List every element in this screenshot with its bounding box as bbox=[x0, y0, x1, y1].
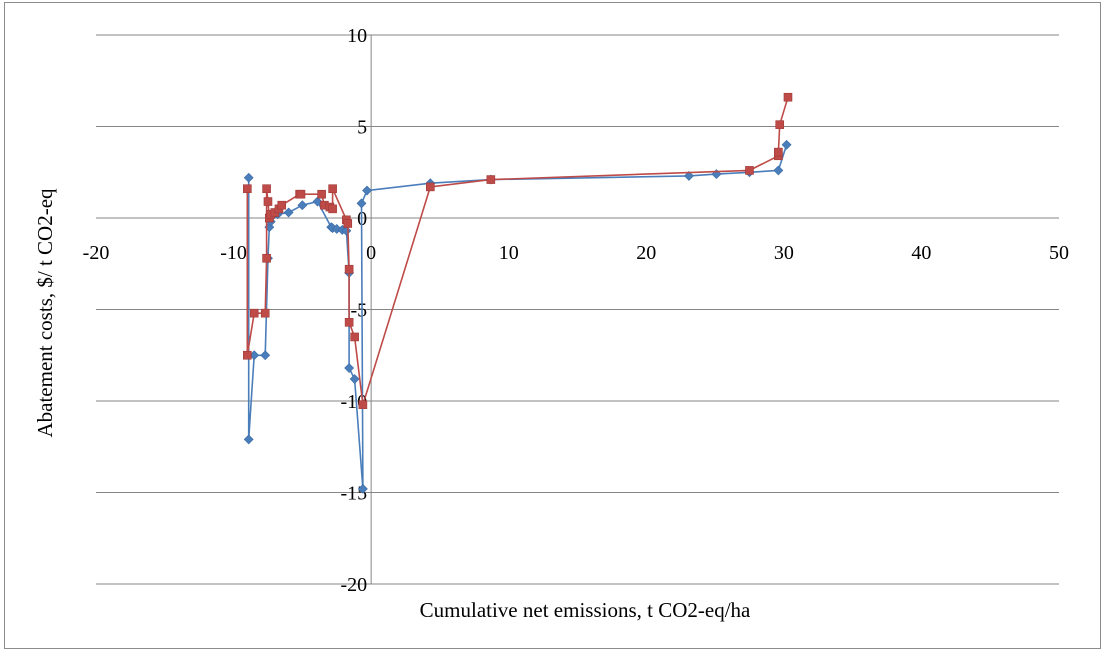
chart-area bbox=[4, 2, 1101, 649]
data-point bbox=[283, 207, 294, 218]
data-point bbox=[263, 197, 273, 206]
data-point bbox=[775, 120, 785, 129]
data-point bbox=[243, 434, 254, 445]
data-point bbox=[262, 184, 271, 194]
data-point bbox=[350, 332, 359, 342]
data-point bbox=[362, 185, 372, 196]
data-point bbox=[249, 308, 259, 318]
y-tick-label: -5 bbox=[350, 300, 367, 322]
x-tick-label: 40 bbox=[911, 242, 931, 264]
data-point bbox=[783, 92, 793, 102]
data-point bbox=[425, 182, 435, 192]
data-point bbox=[243, 350, 252, 360]
data-point bbox=[781, 139, 792, 150]
data-point bbox=[312, 196, 323, 207]
data-point bbox=[260, 308, 270, 318]
y-tick-label: 5 bbox=[357, 117, 367, 139]
data-point bbox=[343, 219, 353, 228]
x-tick-label: 0 bbox=[366, 242, 376, 264]
data-point bbox=[328, 204, 337, 214]
x-axis-title: Cumulative net emissions, t CO2-eq/ha bbox=[420, 598, 751, 622]
series-1 bbox=[243, 139, 792, 494]
y-tick-label: 10 bbox=[347, 25, 367, 47]
data-point bbox=[745, 166, 754, 175]
x-tick-label: 10 bbox=[499, 242, 519, 264]
data-point bbox=[344, 264, 354, 274]
data-point bbox=[358, 400, 368, 409]
data-point bbox=[344, 363, 355, 373]
x-tick-label: 50 bbox=[1049, 242, 1069, 264]
x-tick-label: -20 bbox=[83, 242, 110, 264]
data-point bbox=[773, 165, 784, 176]
series-2 bbox=[243, 92, 793, 409]
data-point bbox=[297, 200, 308, 211]
gridlines bbox=[96, 34, 1059, 585]
data-point bbox=[684, 170, 694, 181]
y-tick-label: -20 bbox=[340, 574, 367, 596]
data-point bbox=[357, 483, 368, 494]
data-point bbox=[328, 184, 337, 194]
data-point bbox=[774, 147, 783, 157]
data-point bbox=[262, 253, 271, 263]
data-point bbox=[243, 184, 252, 194]
series-group bbox=[243, 92, 793, 494]
x-tick-label: 30 bbox=[774, 242, 794, 264]
x-tick-label: 20 bbox=[636, 242, 656, 264]
data-point bbox=[349, 374, 360, 384]
data-point bbox=[356, 198, 367, 209]
data-point bbox=[486, 175, 496, 184]
data-point bbox=[317, 189, 326, 199]
x-tick-labels: -20 -10 0 10 20 30 40 50 bbox=[83, 242, 1069, 264]
series-line bbox=[247, 144, 788, 490]
data-point bbox=[344, 318, 354, 327]
data-point bbox=[277, 200, 287, 210]
x-tick-label: -10 bbox=[220, 242, 247, 264]
data-point bbox=[260, 350, 271, 361]
data-point bbox=[296, 189, 306, 199]
data-point bbox=[243, 172, 254, 183]
y-axis-title: Abatement costs, $/ t CO2-eq bbox=[33, 188, 57, 438]
